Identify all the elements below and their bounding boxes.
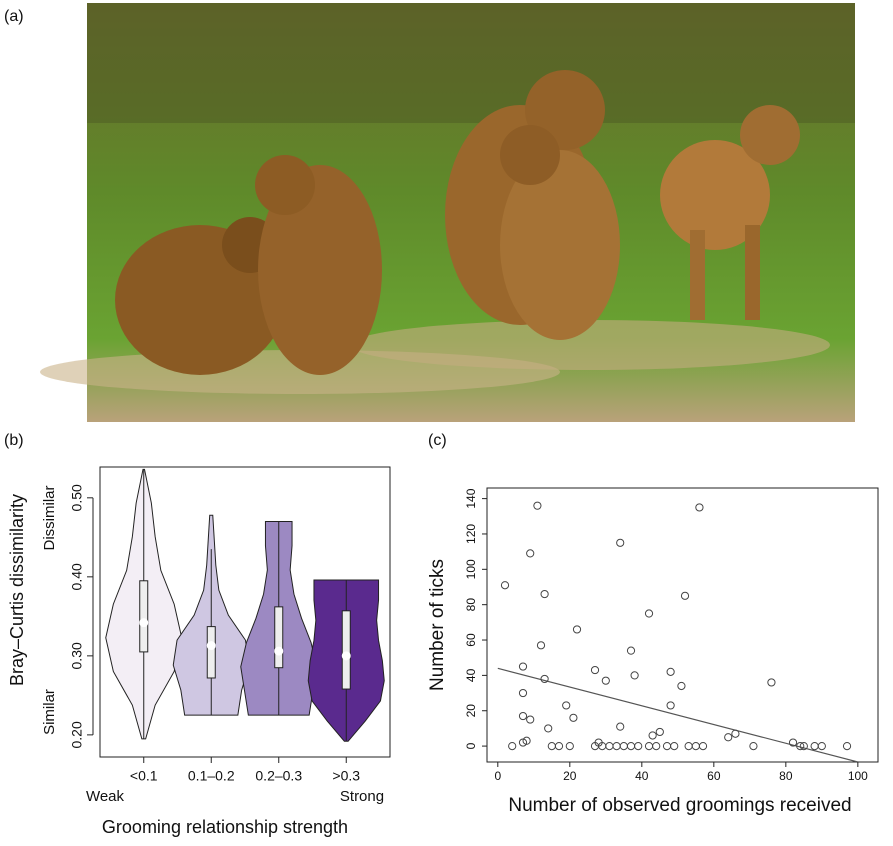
point <box>617 723 624 730</box>
x-axis-title: Grooming relationship strength <box>102 817 348 837</box>
y-tick-label: 140 <box>464 488 478 508</box>
plot-frame <box>487 488 878 762</box>
point <box>541 675 548 682</box>
point <box>843 742 850 749</box>
x-tick-label: >0.3 <box>332 768 360 784</box>
point <box>685 742 692 749</box>
y-tick-label: 0.30 <box>69 642 85 669</box>
panel-label: (a) <box>4 8 24 25</box>
point <box>519 689 526 696</box>
point <box>681 592 688 599</box>
point <box>548 742 555 749</box>
point <box>613 742 620 749</box>
panel-label: (b) <box>4 432 24 449</box>
y-tick-label: 120 <box>464 524 478 544</box>
point <box>653 742 660 749</box>
point <box>696 504 703 511</box>
median <box>342 651 351 660</box>
point <box>699 742 706 749</box>
point <box>631 672 638 679</box>
point <box>649 732 656 739</box>
point <box>620 742 627 749</box>
box <box>342 611 350 689</box>
x-tick-label: 100 <box>848 769 868 783</box>
point <box>519 663 526 670</box>
x-axis-title: Number of observed groomings received <box>508 795 851 816</box>
point <box>527 716 534 723</box>
y-tick-label: 0.50 <box>69 484 85 511</box>
y-tick-label: 0 <box>464 742 478 749</box>
point <box>527 550 534 557</box>
point <box>667 702 674 709</box>
point <box>555 742 562 749</box>
point <box>750 742 757 749</box>
x-tick-label: 80 <box>779 769 793 783</box>
point <box>635 742 642 749</box>
y-axis-title: Bray–Curtis dissimilarity <box>7 494 27 686</box>
annotation: Strong <box>340 788 384 805</box>
point <box>573 626 580 633</box>
point <box>606 742 613 749</box>
median <box>207 641 216 650</box>
y-axis-title: Number of ticks <box>427 559 448 691</box>
median <box>274 647 283 656</box>
x-tick-label: 40 <box>635 769 649 783</box>
point <box>602 677 609 684</box>
point <box>671 742 678 749</box>
box <box>275 607 283 668</box>
point <box>566 742 573 749</box>
point <box>541 590 548 597</box>
panel-label: (c) <box>428 432 447 449</box>
x-tick-label: <0.1 <box>130 768 158 784</box>
point <box>663 742 670 749</box>
point <box>509 742 516 749</box>
y-tick-label: 60 <box>464 633 478 647</box>
point <box>534 502 541 509</box>
point <box>627 647 634 654</box>
point <box>545 725 552 732</box>
x-tick-label: 0.2–0.3 <box>255 768 302 784</box>
point <box>501 582 508 589</box>
point <box>732 730 739 737</box>
point <box>537 642 544 649</box>
point <box>617 539 624 546</box>
annotation: Similar <box>41 689 58 735</box>
point <box>811 742 818 749</box>
point <box>570 714 577 721</box>
point <box>563 702 570 709</box>
y-tick-label: 0.20 <box>69 721 85 748</box>
point <box>519 712 526 719</box>
point <box>591 666 598 673</box>
photo <box>40 3 855 422</box>
y-tick-label: 100 <box>464 559 478 579</box>
x-tick-label: 0.1–0.2 <box>188 768 235 784</box>
point <box>656 728 663 735</box>
page: {"photo": {"label": "(a)"}, "chart_data"… <box>0 0 893 841</box>
point <box>678 682 685 689</box>
box <box>207 627 215 678</box>
box <box>140 581 148 652</box>
median <box>139 618 148 627</box>
point <box>667 668 674 675</box>
x-tick-label: 20 <box>563 769 577 783</box>
point <box>627 742 634 749</box>
point <box>692 742 699 749</box>
point <box>645 742 652 749</box>
point <box>645 610 652 617</box>
x-tick-label: 0 <box>494 769 501 783</box>
point <box>768 679 775 686</box>
y-tick-label: 0.40 <box>69 563 85 590</box>
point <box>725 734 732 741</box>
annotation: Weak <box>86 788 125 805</box>
figure: (a) (b) (c) 0.20 0.30 0.40 0.50 <0.1 0.1–0.2 0… <box>0 0 893 841</box>
point <box>818 742 825 749</box>
x-tick-label: 60 <box>707 769 721 783</box>
y-tick-label: 40 <box>464 668 478 682</box>
y-tick-label: 80 <box>464 598 478 612</box>
y-tick-label: 20 <box>464 704 478 718</box>
annotation: Dissimilar <box>41 486 58 551</box>
